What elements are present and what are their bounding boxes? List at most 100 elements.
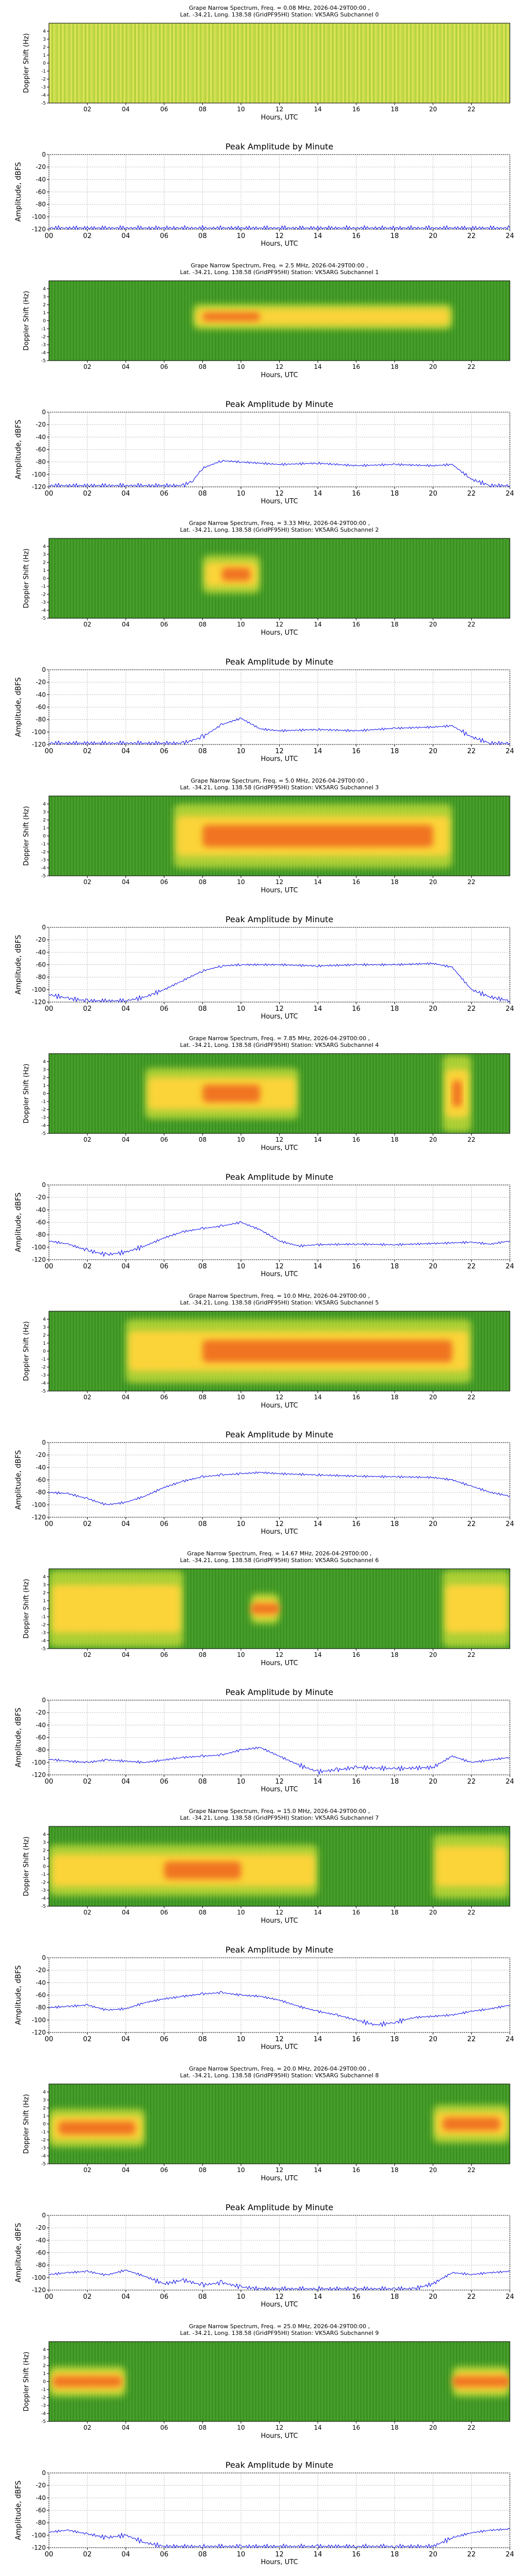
- x-tick-label: 16: [352, 2293, 360, 2301]
- y-tick-label: 1: [43, 2371, 46, 2377]
- x-tick-label: 04: [122, 2293, 130, 2301]
- y-tick-label: 3: [43, 37, 46, 42]
- x-tick-label: 16: [352, 2166, 360, 2174]
- spectrogram-panel: Grape Narrow Spectrum, Freq. = 2.5 MHz, …: [23, 262, 510, 379]
- x-tick-label: 18: [390, 1778, 399, 1786]
- x-tick-label: 02: [83, 232, 92, 240]
- y-tick-label: 1: [43, 568, 46, 573]
- y-tick-label: -20: [36, 163, 46, 171]
- x-tick-label: 04: [122, 1263, 130, 1270]
- amplitude-series-line: [48, 2528, 510, 2549]
- x-tick-label: 22: [467, 232, 476, 240]
- x-tick-label: 12: [275, 2293, 284, 2301]
- signal-peak: [202, 312, 261, 321]
- x-tick-label: 06: [160, 1778, 168, 1786]
- x-axis-label: Hours, UTC: [261, 240, 298, 248]
- x-tick-label: 16: [352, 1778, 360, 1786]
- x-tick-label: 12: [275, 1005, 284, 1013]
- x-tick-label: 08: [199, 878, 207, 886]
- x-tick-label: 12: [275, 2036, 284, 2043]
- y-tick-label: -40: [36, 1464, 46, 1471]
- x-tick-label: 12: [276, 621, 283, 628]
- spectrogram-subtitle: Lat. -34.21, Long. 138.58 (GridPF95HI) S…: [180, 1557, 379, 1564]
- y-tick-label: 0: [42, 924, 46, 931]
- x-tick-label: 20: [429, 878, 437, 886]
- x-tick-label: 22: [468, 1136, 475, 1143]
- signal-band: [445, 1585, 507, 1633]
- x-axis-label: Hours, UTC: [261, 2301, 298, 2309]
- x-tick-label: 10: [237, 2551, 246, 2558]
- amplitude-title: Peak Amplitude by Minute: [226, 2202, 334, 2212]
- y-tick-label: -20: [36, 2482, 46, 2489]
- x-tick-label: 24: [506, 1778, 514, 1786]
- spectrogram-noise: [49, 23, 510, 103]
- y-tick-label: -1: [41, 1615, 46, 1620]
- x-tick-label: 24: [506, 2036, 514, 2043]
- x-tick-label: 22: [468, 1394, 475, 1401]
- x-axis-label: Hours, UTC: [261, 114, 298, 122]
- x-tick-label: 06: [160, 1005, 168, 1013]
- y-tick-label: -120: [32, 2286, 46, 2294]
- y-axis-label: Doppler Shift (Hz): [23, 291, 30, 351]
- y-tick-label: -100: [32, 986, 46, 993]
- x-tick-label: 08: [199, 621, 207, 628]
- x-tick-label: 14: [314, 232, 322, 240]
- spectrogram-subtitle: Lat. -34.21, Long. 138.58 (GridPF95HI) S…: [180, 527, 379, 533]
- y-tick-label: -40: [36, 948, 46, 956]
- x-tick-label: 04: [122, 1520, 130, 1528]
- y-tick-label: -80: [36, 1747, 46, 1754]
- y-tick-label: -40: [36, 433, 46, 440]
- y-tick-label: -4: [41, 93, 46, 98]
- x-tick-label: 24: [506, 748, 514, 755]
- x-tick-label: 06: [160, 1520, 168, 1528]
- y-tick-label: 0: [42, 409, 46, 416]
- y-tick-label: -20: [36, 1194, 46, 1201]
- y-tick-label: -2: [41, 2396, 46, 2401]
- y-tick-label: -80: [36, 1231, 46, 1239]
- x-tick-label: 18: [391, 621, 399, 628]
- spectrogram-subtitle: Lat. -34.21, Long. 138.58 (GridPF95HI) S…: [180, 2330, 379, 2336]
- y-tick-label: -60: [36, 2249, 46, 2257]
- x-tick-label: 12: [275, 1263, 284, 1270]
- x-tick-label: 08: [199, 2166, 207, 2174]
- x-axis-label: Hours, UTC: [261, 2432, 298, 2440]
- y-tick-label: -120: [32, 1771, 46, 1778]
- y-tick-label: 0: [42, 1954, 46, 1961]
- x-tick-label: 00: [45, 1520, 54, 1528]
- y-tick-label: 2: [43, 1333, 46, 1338]
- amplitude-panel: Peak Amplitude by Minute 0 -20 -40 -60 -80 -10…: [14, 2202, 514, 2309]
- x-tick-label: 14: [314, 2551, 322, 2558]
- x-tick-label: 16: [352, 1651, 360, 1658]
- amplitude-series-line: [48, 460, 510, 488]
- x-tick-label: 16: [352, 1909, 360, 1916]
- x-tick-label: 14: [314, 2424, 321, 2431]
- x-tick-label: 22: [467, 2551, 476, 2558]
- y-tick-label: 0: [43, 2380, 46, 2385]
- y-axis-label: Amplitude, dBFS: [14, 1707, 23, 1767]
- signal-band: [196, 309, 450, 325]
- x-tick-label: 02: [83, 1520, 92, 1528]
- amplitude-panel: Peak Amplitude by Minute 0 -20 -40 -60 -80 -10…: [14, 657, 514, 763]
- y-tick-label: -2: [41, 335, 46, 340]
- y-tick-label: -60: [36, 189, 46, 196]
- x-tick-label: 18: [390, 490, 399, 498]
- y-tick-label: -5: [41, 2162, 46, 2167]
- y-tick-label: -100: [32, 2274, 46, 2281]
- y-tick-label: -40: [36, 1721, 46, 1728]
- y-tick-label: 0: [42, 2212, 46, 2219]
- y-tick-label: -3: [41, 1631, 46, 1636]
- amplitude-panel: Peak Amplitude by Minute 0 -20 -40 -60 -80 -10…: [14, 399, 514, 505]
- x-tick-label: 04: [122, 2424, 130, 2431]
- spectrogram-panel: Grape Narrow Spectrum, Freq. = 0.08 MHz,…: [23, 5, 510, 122]
- x-tick-label: 06: [160, 1651, 168, 1658]
- y-tick-label: -40: [36, 176, 46, 183]
- x-tick-label: 14: [314, 1909, 321, 1916]
- x-tick-label: 06: [160, 1909, 168, 1916]
- x-tick-label: 10: [237, 621, 245, 628]
- x-tick-label: 16: [352, 106, 360, 113]
- x-tick-label: 02: [83, 1136, 91, 1143]
- x-tick-label: 22: [467, 1263, 476, 1270]
- x-tick-label: 16: [352, 621, 360, 628]
- x-tick-label: 22: [468, 878, 475, 886]
- y-tick-label: -40: [36, 2236, 46, 2244]
